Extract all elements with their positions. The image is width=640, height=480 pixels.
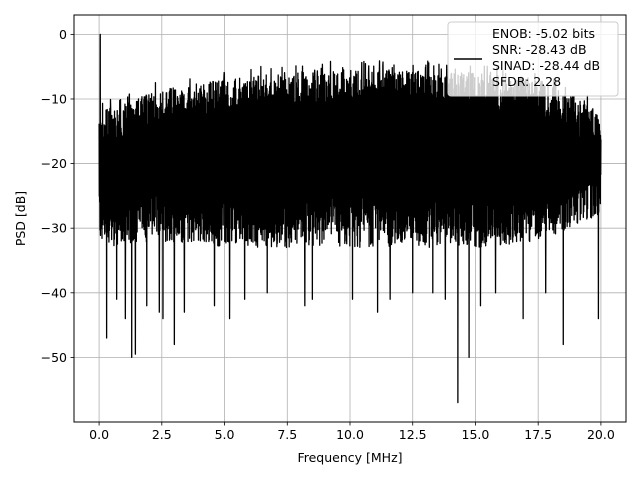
x-tick-label: 15.0 <box>462 427 490 442</box>
y-tick-label: −10 <box>41 91 67 106</box>
y-tick-label: −30 <box>41 221 67 236</box>
x-tick-label: 17.5 <box>524 427 552 442</box>
legend: ENOB: -5.02 bits SNR: -28.43 dB SINAD: -… <box>447 21 619 97</box>
legend-sfdr-text: SFDR: 2.28 <box>492 74 561 89</box>
y-axis-ticks: 0 −10 −20 −30 −40 −50 <box>41 27 74 365</box>
legend-sinad-text: SINAD: -28.44 dB <box>492 58 600 73</box>
y-tick-label: −20 <box>41 156 67 171</box>
y-axis-label: PSD [dB] <box>13 191 28 246</box>
psd-series <box>98 33 602 404</box>
y-tick-label: 0 <box>59 27 67 42</box>
x-tick-label: 12.5 <box>399 427 427 442</box>
x-tick-label: 10.0 <box>336 427 364 442</box>
legend-enob-text: ENOB: -5.02 bits <box>492 26 595 41</box>
x-axis-ticks: 0.0 2.5 5.0 7.5 10.0 12.5 15.0 17.5 20.0 <box>89 422 615 442</box>
psd-trace-line <box>98 33 602 404</box>
x-tick-label: 5.0 <box>215 427 235 442</box>
x-tick-label: 0.0 <box>89 427 109 442</box>
y-tick-label: −50 <box>41 350 67 365</box>
x-tick-label: 2.5 <box>152 427 172 442</box>
x-tick-label: 7.5 <box>277 427 297 442</box>
x-tick-label: 20.0 <box>587 427 615 442</box>
legend-box <box>447 21 619 97</box>
y-tick-label: −40 <box>41 285 67 300</box>
legend-snr-text: SNR: -28.43 dB <box>492 42 587 57</box>
x-axis-label: Frequency [MHz] <box>297 450 402 465</box>
